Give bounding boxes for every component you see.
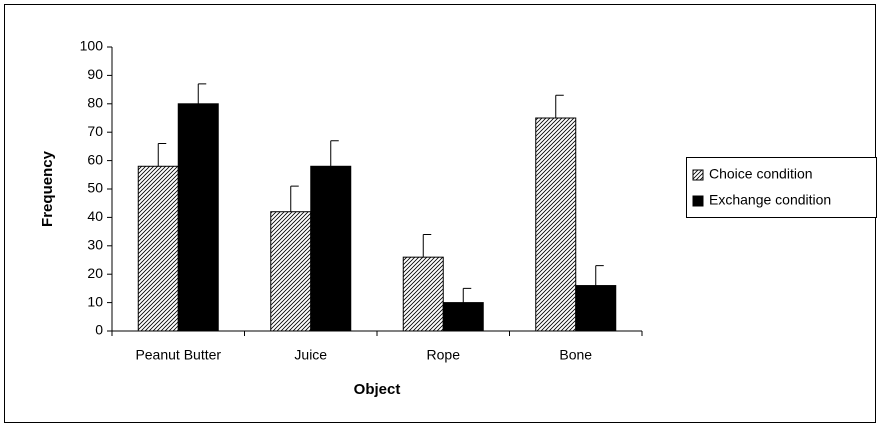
legend-label: Choice condition xyxy=(709,166,813,182)
y-tick-label: 0 xyxy=(95,322,103,338)
bar xyxy=(442,302,484,332)
error-bar xyxy=(422,233,432,258)
bar xyxy=(402,256,444,332)
y-tick-label: 40 xyxy=(87,208,103,224)
bar xyxy=(270,211,312,332)
x-axis-title: Object xyxy=(354,381,401,398)
bar xyxy=(535,117,577,332)
y-tick-label: 50 xyxy=(87,180,103,196)
error-bar xyxy=(462,287,472,303)
bar xyxy=(137,165,179,332)
y-tick-label: 10 xyxy=(87,293,103,309)
x-tick-label: Rope xyxy=(427,347,461,363)
error-bar xyxy=(290,185,299,212)
error-bar xyxy=(330,140,339,167)
bar xyxy=(310,165,352,332)
bar xyxy=(575,285,617,332)
x-tick-label: Juice xyxy=(294,347,327,363)
y-tick-label: 80 xyxy=(87,95,103,111)
legend-label: Exchange condition xyxy=(709,192,831,208)
x-tick-label: Bone xyxy=(559,347,592,363)
error-bar xyxy=(157,143,167,167)
y-tick-label: 30 xyxy=(87,237,103,253)
error-bar xyxy=(555,94,564,118)
error-bar xyxy=(595,265,604,286)
y-tick-label: 60 xyxy=(87,151,103,167)
y-tick-label: 20 xyxy=(87,265,103,281)
legend-box xyxy=(686,157,877,218)
error-bar xyxy=(197,83,207,104)
legend-swatch xyxy=(692,195,704,207)
legend-swatch xyxy=(692,169,704,181)
y-tick-label: 100 xyxy=(80,38,104,54)
y-tick-label: 70 xyxy=(87,123,103,139)
x-tick-label: Peanut Butter xyxy=(135,347,221,363)
bar xyxy=(177,103,219,332)
y-tick-label: 90 xyxy=(87,66,103,82)
y-axis-title: Frequency xyxy=(39,150,56,227)
